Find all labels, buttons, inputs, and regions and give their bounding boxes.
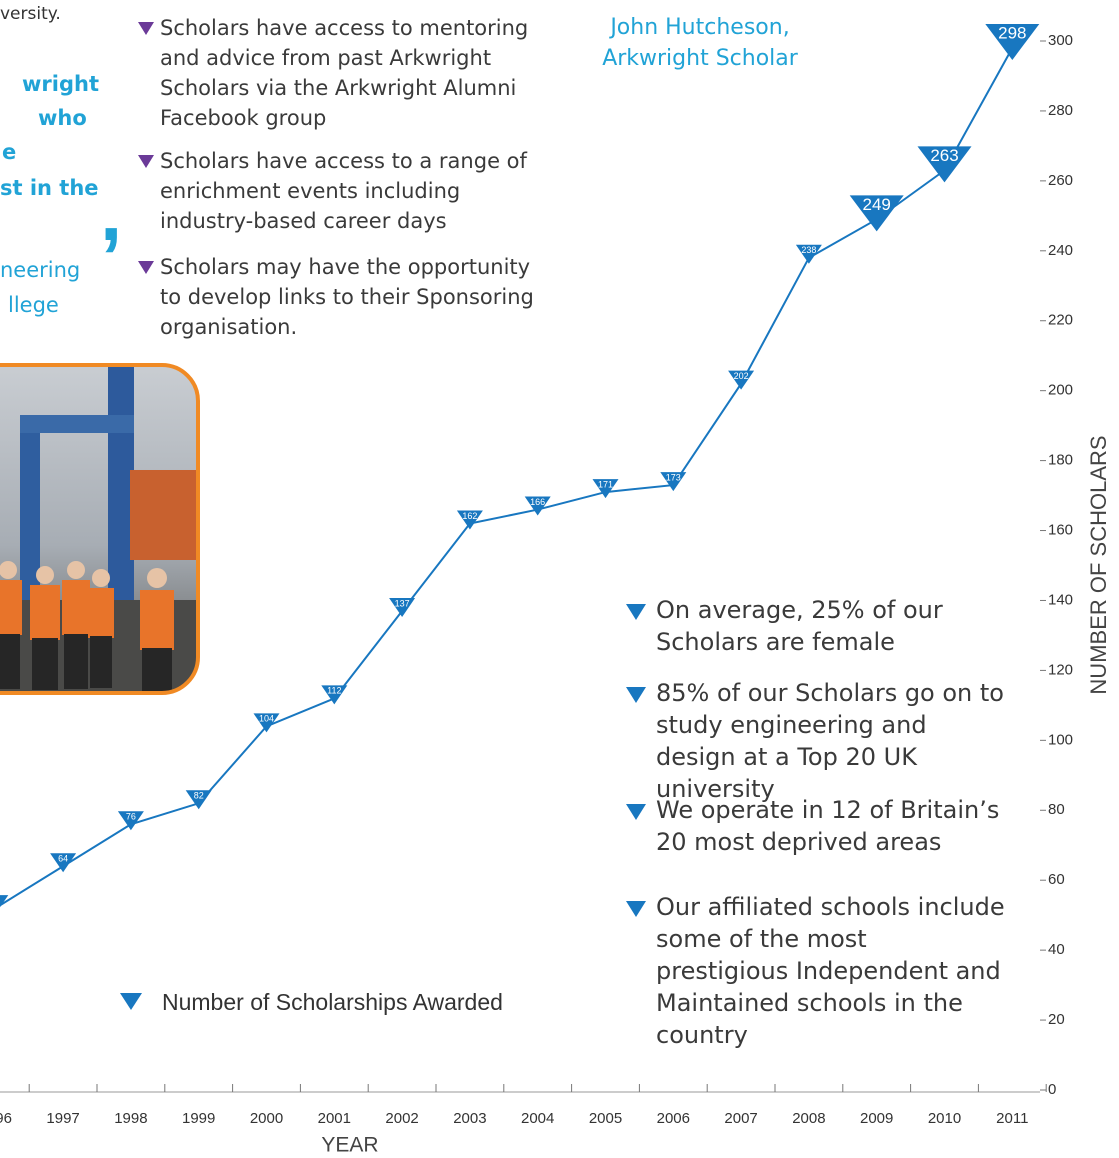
value-label: 112 [327,686,341,696]
y-tick-label: 120 [1048,661,1073,678]
y-tick-label: 40 [1048,941,1065,958]
y-tick-label: 300 [1048,32,1073,49]
x-tick-label: 2007 [724,1110,757,1127]
left-text: versity. [0,4,61,24]
y-tick-label: 160 [1048,522,1073,539]
y-tick-label: 240 [1048,242,1073,259]
value-label: 64 [58,854,68,864]
x-tick-label: 2008 [792,1110,825,1127]
left-text: who [38,106,87,130]
x-tick-label: 2003 [453,1110,486,1127]
value-label: 82 [194,791,204,801]
x-tick-label: 1997 [46,1110,79,1127]
y-tick-label: 140 [1048,591,1073,608]
x-tick-label: 2011 [996,1110,1028,1127]
page-stage: , Number of Scholarships Awarded YEAR NU… [0,0,1119,1158]
value-label: 202 [734,371,749,381]
photo [0,365,200,695]
value-label: 263 [930,146,958,165]
bullet: Scholars have access to a range of enric… [138,146,550,236]
y-tick-label: 200 [1048,382,1073,399]
point-marker [0,895,8,914]
legend-label: Number of Scholarships Awarded [162,989,503,1015]
value-label: 166 [530,497,545,507]
value-label: 238 [801,245,816,255]
x-axis-title: YEAR [321,1134,378,1157]
y-tick-label: 280 [1048,102,1073,119]
y-tick-label: 180 [1048,452,1073,469]
y-tick-label: 260 [1048,172,1073,189]
bullet: 85% of our Scholars go on to study engin… [626,677,1006,805]
value-label: 173 [666,472,681,482]
value-label: 171 [598,479,613,489]
x-tick-label: 2001 [318,1110,351,1127]
y-tick-label: 80 [1048,801,1065,818]
page: {"left_column": ["versity.", "wright", "… [0,0,1119,1158]
legend-marker [120,993,142,1010]
attribution: Arkwright Scholar [580,44,820,74]
x-tick-label: 1996 [0,1110,12,1127]
x-tick-label: 2000 [250,1110,283,1127]
x-tick-label: 1998 [114,1110,147,1127]
value-label: 76 [126,812,136,822]
attribution: John Hutcheson, [580,13,820,43]
bullet: We operate in 12 of Britain’s 20 most de… [626,794,1006,858]
bullet: Our affiliated schools include some of t… [626,891,1006,1051]
value-label: 137 [395,598,410,608]
left-text: e [2,140,16,164]
y-tick-label: 0 [1048,1081,1056,1098]
value-label: 104 [259,714,274,724]
x-tick-label: 2005 [589,1110,622,1127]
y-tick-label: 100 [1048,731,1073,748]
x-tick-label: 2006 [657,1110,690,1127]
left-text: wright [22,72,99,96]
y-tick-label: 60 [1048,871,1065,888]
bullet: Scholars may have the opportunity to dev… [138,252,550,342]
x-tick-label: 2004 [521,1110,554,1127]
value-label: 298 [998,23,1026,42]
y-tick-label: 20 [1048,1011,1065,1028]
x-tick-label: 2009 [860,1110,893,1127]
value-label: 249 [863,195,891,214]
bullet: On average, 25% of our Scholars are fema… [626,594,996,658]
left-text: st in the [0,176,99,200]
x-tick-label: 1999 [182,1110,215,1127]
y-axis-title: NUMBER OF SCHOLARS [1086,435,1111,694]
left-text: neering [0,258,80,282]
x-tick-label: 2010 [928,1110,961,1127]
y-tick-label: 220 [1048,312,1073,329]
quote-mark: , [100,168,122,257]
left-text: llege [8,293,59,317]
bullet: Scholars have access to mentoring and ad… [138,13,550,133]
x-tick-label: 2002 [385,1110,418,1127]
value-label: 162 [462,511,477,521]
